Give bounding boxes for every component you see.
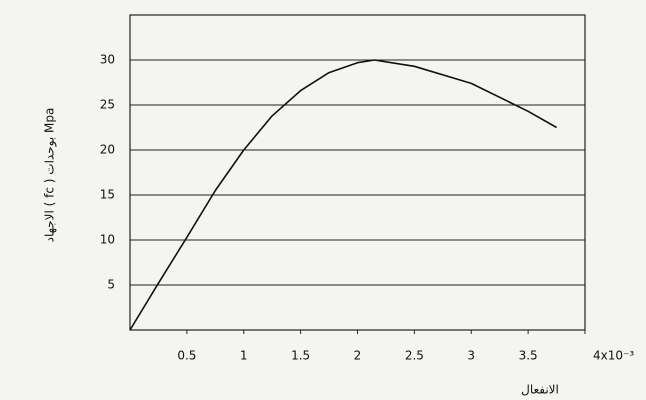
x-tick-label: 1 — [240, 349, 248, 363]
x-tick-label: 1.5 — [291, 349, 310, 363]
x-tick-label: 2.5 — [405, 349, 424, 363]
x-axis-label: الانفعال — [521, 383, 559, 397]
y-tick-label: 5 — [107, 278, 115, 292]
x-tick-label: 4x10⁻³ — [593, 349, 634, 363]
y-tick-label: 25 — [100, 98, 115, 112]
x-tick-label: 3.5 — [519, 349, 538, 363]
x-tick-label: 0.5 — [177, 349, 196, 363]
x-tick-label: 2 — [354, 349, 362, 363]
y-tick-label: 30 — [100, 53, 115, 67]
y-tick-label: 10 — [100, 233, 115, 247]
data-line — [129, 59, 557, 331]
x-tick-label: 3 — [467, 349, 475, 363]
y-tick-label: 20 — [100, 143, 115, 157]
y-axis-label: الاجهاد ( fc ) بوحدات Mpa — [43, 108, 58, 243]
y-tick-label: 15 — [100, 188, 115, 202]
